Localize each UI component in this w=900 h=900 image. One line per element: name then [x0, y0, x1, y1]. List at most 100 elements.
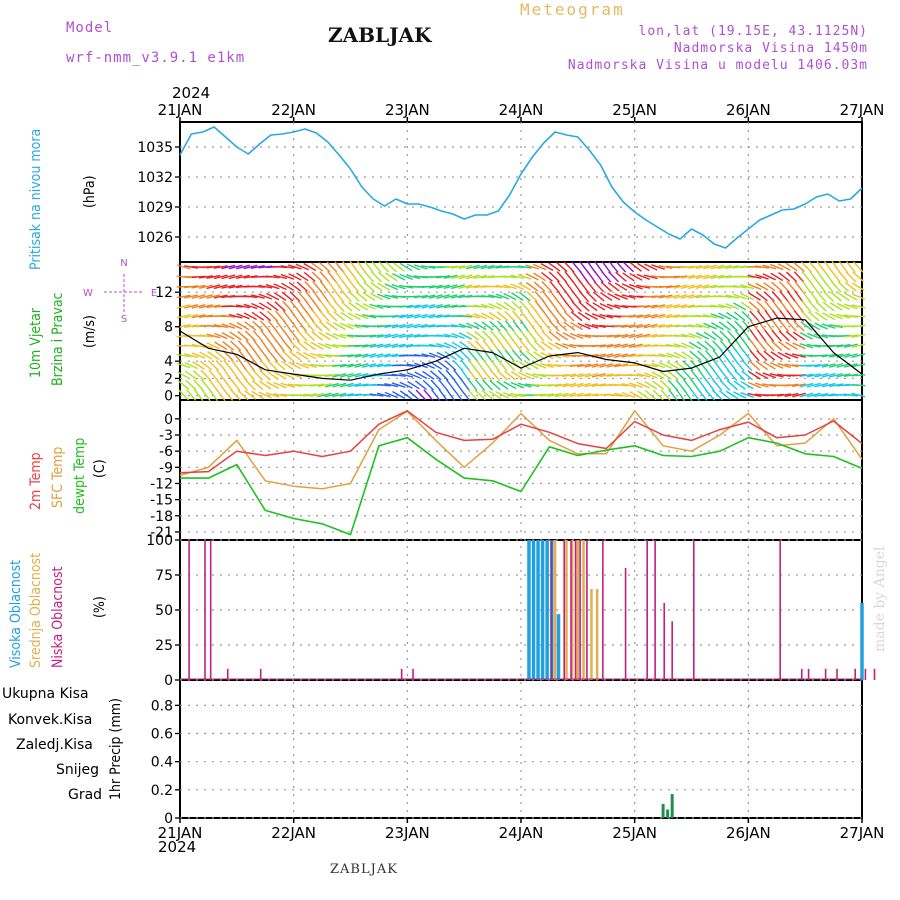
- mid-cloud-bar: [582, 540, 585, 680]
- wind-barb: [525, 372, 539, 379]
- wind-barb: [244, 330, 256, 342]
- wind-barb: [734, 320, 746, 332]
- wind-barb: [755, 273, 769, 280]
- wind-barb: [807, 332, 821, 340]
- wind-barb: [809, 280, 819, 293]
- wind-barb: [458, 323, 473, 329]
- y-tick-label-precip: 0: [164, 811, 173, 827]
- wind-barb: [421, 361, 435, 370]
- wind-barb: [347, 382, 362, 388]
- wind-barb: [756, 339, 767, 352]
- wind-barb: [673, 284, 688, 289]
- low-cloud-bar: [188, 540, 190, 680]
- wind-barb: [332, 343, 347, 348]
- wind-barb: [555, 342, 569, 350]
- wind-barb: [794, 300, 804, 313]
- wind-barb: [556, 320, 568, 332]
- y-tick-label-temperature: -15: [150, 493, 173, 509]
- wind-barb: [786, 290, 797, 303]
- wind-barb: [673, 334, 688, 338]
- wind-barb: [762, 372, 777, 379]
- wind-barb: [399, 304, 414, 308]
- wind-barb: [236, 264, 250, 270]
- wind-barb: [651, 313, 666, 319]
- wind-barb: [406, 333, 421, 339]
- wind-barb: [622, 272, 635, 282]
- wind-barb: [176, 264, 191, 270]
- wind-barb: [243, 264, 258, 270]
- compass-letter: W: [83, 288, 93, 299]
- wind-barb: [599, 313, 614, 319]
- wind-barb: [726, 320, 738, 332]
- wind-barb: [821, 323, 836, 329]
- wind-barb: [829, 363, 844, 368]
- wind-barb: [784, 363, 799, 368]
- wind-barb: [468, 379, 478, 392]
- wind-barb: [740, 381, 754, 390]
- wind-barb: [658, 294, 673, 299]
- wind-barb: [229, 340, 242, 352]
- wind-barb: [843, 334, 858, 338]
- wind-barb: [606, 334, 621, 338]
- wind-barb: [243, 294, 258, 299]
- wind-barb: [184, 303, 199, 309]
- wind-barb: [223, 389, 234, 401]
- wind-barb: [177, 380, 190, 391]
- wind-barb: [697, 350, 709, 362]
- wind-barb: [643, 323, 658, 329]
- wind-barb: [428, 352, 443, 359]
- wind-barb: [703, 274, 717, 280]
- wind-barb: [423, 389, 434, 401]
- wind-barb: [250, 285, 265, 288]
- wind-barb: [586, 280, 597, 293]
- wind-barb: [244, 321, 257, 331]
- wind-barb: [829, 383, 844, 388]
- wind-barb: [801, 270, 812, 283]
- wind-barb: [562, 392, 577, 398]
- wind-barb: [354, 353, 369, 358]
- wind-barb: [712, 379, 723, 391]
- wind-barb: [779, 300, 789, 313]
- wind-barb: [445, 388, 456, 402]
- wind-barb: [726, 379, 738, 391]
- wind-barb: [376, 333, 391, 339]
- wind-barb: [717, 264, 732, 270]
- wind-barb: [829, 372, 844, 378]
- wind-barb: [771, 320, 782, 333]
- wind-barb: [547, 392, 562, 398]
- wind-barb: [237, 389, 249, 401]
- wind-barb: [295, 393, 310, 397]
- wind-barb: [347, 323, 362, 329]
- wind-barb: [236, 313, 250, 320]
- wind-barb: [443, 333, 458, 339]
- wind-barb: [495, 391, 510, 399]
- wind-barb: [496, 311, 509, 322]
- wind-barb: [213, 284, 228, 290]
- wind-barb: [208, 379, 219, 392]
- compass-letter: E: [151, 288, 157, 299]
- wind-barb: [503, 292, 517, 301]
- wind-barb: [399, 333, 414, 339]
- wind-barb: [704, 389, 716, 401]
- wind-barb: [562, 332, 576, 340]
- wind-barb: [749, 329, 760, 343]
- wind-barb: [349, 260, 359, 274]
- wind-barb: [208, 388, 219, 402]
- wind-barb: [785, 330, 798, 341]
- wind-barb: [636, 333, 651, 339]
- wind-barb: [436, 343, 451, 349]
- wind-barb: [747, 381, 762, 389]
- wind-barb: [599, 302, 613, 310]
- wind-barb: [399, 343, 414, 348]
- wind-barb: [527, 300, 538, 313]
- wind-barb: [512, 349, 523, 362]
- wind-barb: [725, 390, 739, 400]
- temp-2m-line: [179, 410, 863, 474]
- wind-barb: [614, 333, 629, 339]
- wind-barb: [695, 274, 710, 280]
- wind-barb: [362, 292, 376, 301]
- wind-barb: [680, 265, 695, 269]
- wind-barb: [851, 343, 866, 349]
- wind-barb: [621, 294, 636, 299]
- wind-barb: [636, 262, 650, 272]
